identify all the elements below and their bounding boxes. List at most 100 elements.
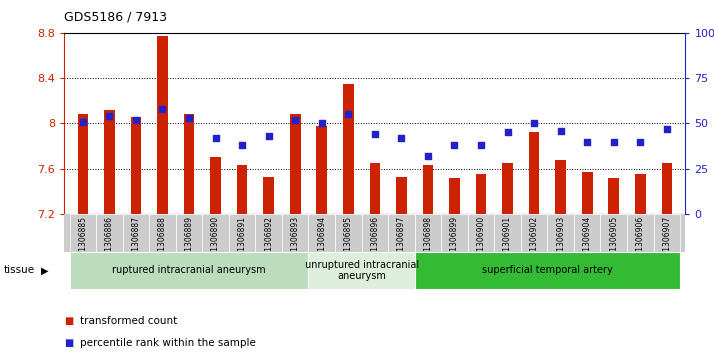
Bar: [263, 177, 274, 214]
Text: ■: ■: [64, 316, 74, 326]
Point: [157, 106, 169, 112]
Point: [661, 126, 673, 132]
Point: [236, 142, 248, 148]
Point: [77, 119, 89, 125]
Text: GSM1306897: GSM1306897: [397, 216, 406, 267]
Text: GSM1306894: GSM1306894: [317, 216, 326, 267]
Point: [422, 153, 433, 159]
Bar: [548, 214, 574, 252]
Bar: [441, 214, 468, 252]
Bar: [608, 178, 619, 214]
Text: GSM1306905: GSM1306905: [609, 216, 618, 267]
Bar: [600, 214, 627, 252]
Point: [263, 133, 274, 139]
Bar: [316, 126, 327, 214]
Bar: [157, 36, 168, 214]
Bar: [476, 175, 486, 214]
Bar: [449, 178, 460, 214]
Bar: [69, 214, 96, 252]
Text: GSM1306907: GSM1306907: [663, 216, 671, 267]
Point: [183, 115, 195, 121]
Text: GSM1306901: GSM1306901: [503, 216, 512, 267]
Bar: [415, 252, 680, 289]
Bar: [131, 117, 141, 214]
Point: [449, 142, 461, 148]
Bar: [662, 163, 672, 214]
Text: GSM1306889: GSM1306889: [184, 216, 193, 267]
Text: GSM1306892: GSM1306892: [264, 216, 273, 267]
Bar: [582, 172, 593, 214]
Bar: [502, 163, 513, 214]
Bar: [468, 214, 494, 252]
Point: [396, 135, 407, 141]
Bar: [256, 214, 282, 252]
Text: GDS5186 / 7913: GDS5186 / 7913: [64, 11, 167, 24]
Bar: [104, 110, 115, 214]
Bar: [123, 214, 149, 252]
Bar: [176, 214, 202, 252]
Text: tissue: tissue: [4, 265, 35, 276]
Bar: [290, 114, 301, 214]
Bar: [521, 214, 548, 252]
Bar: [202, 214, 229, 252]
Point: [635, 139, 646, 144]
Text: ruptured intracranial aneurysm: ruptured intracranial aneurysm: [112, 265, 266, 276]
Point: [316, 121, 328, 126]
Point: [555, 128, 566, 134]
Text: GSM1306902: GSM1306902: [530, 216, 538, 267]
Text: GSM1306904: GSM1306904: [583, 216, 592, 267]
Bar: [237, 166, 248, 214]
Bar: [183, 114, 194, 214]
Text: GSM1306886: GSM1306886: [105, 216, 114, 267]
Text: GSM1306900: GSM1306900: [476, 216, 486, 267]
Text: GSM1306899: GSM1306899: [450, 216, 459, 267]
Point: [343, 111, 354, 117]
Text: GSM1306891: GSM1306891: [238, 216, 246, 267]
Bar: [388, 214, 415, 252]
Bar: [555, 160, 566, 214]
Text: percentile rank within the sample: percentile rank within the sample: [80, 338, 256, 348]
Point: [476, 142, 487, 148]
Bar: [653, 214, 680, 252]
Bar: [494, 214, 521, 252]
Bar: [529, 132, 540, 214]
Text: GSM1306898: GSM1306898: [423, 216, 433, 267]
Point: [528, 121, 540, 126]
Bar: [343, 84, 353, 214]
Bar: [370, 163, 380, 214]
Bar: [415, 214, 441, 252]
Bar: [69, 252, 308, 289]
Text: ■: ■: [64, 338, 74, 348]
Text: unruptured intracranial
aneurysm: unruptured intracranial aneurysm: [304, 260, 418, 281]
Point: [289, 117, 301, 123]
Bar: [229, 214, 256, 252]
Text: GSM1306890: GSM1306890: [211, 216, 220, 267]
Point: [130, 117, 141, 123]
Bar: [335, 214, 361, 252]
Text: GSM1306895: GSM1306895: [344, 216, 353, 267]
Bar: [396, 177, 407, 214]
Point: [369, 131, 381, 137]
Text: GSM1306903: GSM1306903: [556, 216, 565, 267]
Text: GSM1306893: GSM1306893: [291, 216, 300, 267]
Bar: [308, 214, 335, 252]
Bar: [96, 214, 123, 252]
Text: transformed count: transformed count: [80, 316, 177, 326]
Bar: [282, 214, 308, 252]
Bar: [64, 214, 685, 252]
Point: [502, 130, 513, 135]
Text: GSM1306885: GSM1306885: [79, 216, 87, 267]
Point: [608, 139, 620, 144]
Bar: [78, 114, 88, 214]
Bar: [210, 158, 221, 214]
Text: ▶: ▶: [41, 265, 49, 276]
Bar: [423, 166, 433, 214]
Bar: [149, 214, 176, 252]
Text: GSM1306896: GSM1306896: [371, 216, 379, 267]
Bar: [308, 252, 415, 289]
Bar: [635, 175, 645, 214]
Point: [581, 139, 593, 144]
Bar: [627, 214, 653, 252]
Text: superficial temporal artery: superficial temporal artery: [482, 265, 613, 276]
Text: GSM1306906: GSM1306906: [635, 216, 645, 267]
